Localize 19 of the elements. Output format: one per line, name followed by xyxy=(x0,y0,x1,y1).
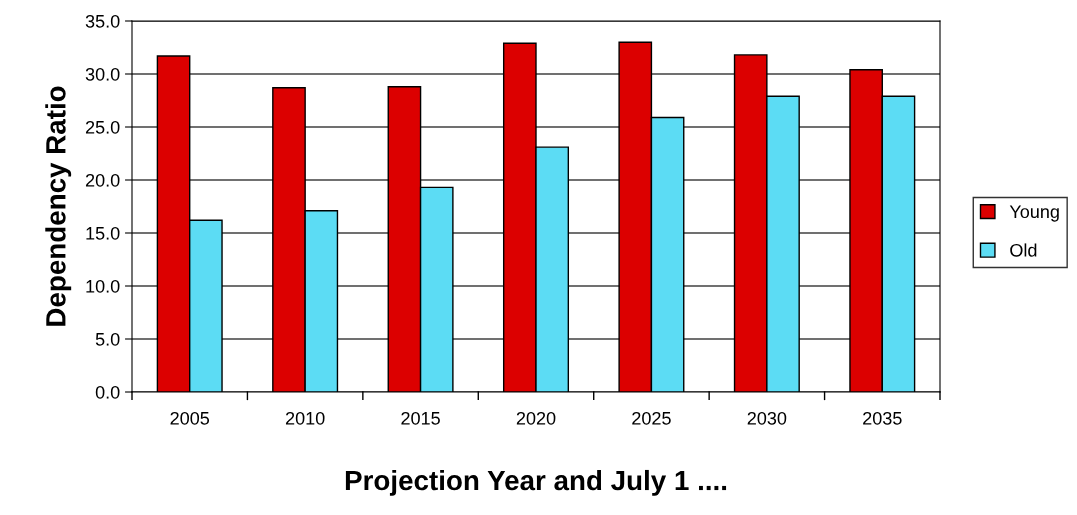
legend-label: Old xyxy=(1010,243,1037,257)
y-tick-label: 30.0 xyxy=(85,67,120,81)
y-axis-title: Dependency Ratio xyxy=(45,86,72,326)
x-tick-label: 2020 xyxy=(516,411,556,425)
y-tick-label: 15.0 xyxy=(86,226,120,240)
y-tick-label: 0.0 xyxy=(95,385,120,399)
x-tick-label: 2005 xyxy=(170,411,210,425)
x-tick-label: 2035 xyxy=(863,411,902,425)
legend-label: Young xyxy=(1009,205,1059,222)
x-tick-label: 2025 xyxy=(632,411,671,425)
x-tick-label: 2015 xyxy=(401,411,440,425)
y-tick-label: 10.0 xyxy=(86,279,120,293)
y-tick-label: 5.0 xyxy=(95,332,120,346)
y-tick-label: 25.0 xyxy=(85,120,120,134)
y-tick-label: 20.0 xyxy=(85,173,120,187)
x-tick-label: 2010 xyxy=(285,411,325,425)
y-tick-label: 35.0 xyxy=(85,14,120,28)
x-tick-label: 2030 xyxy=(747,411,787,425)
x-axis-title: Projection Year and July 1 .... xyxy=(345,469,727,496)
